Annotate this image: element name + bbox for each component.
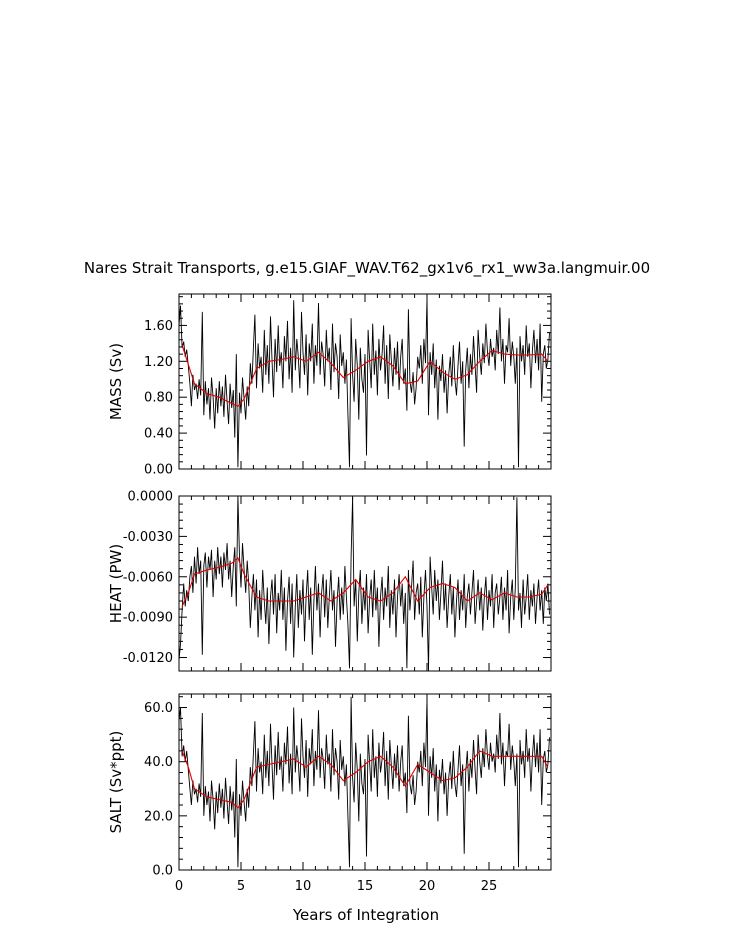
- x-tick-labels: 0 5 10 15 20 25: [175, 879, 497, 894]
- x-tick-label: 20: [419, 879, 436, 894]
- y-axis-title-mass: MASS (Sv): [107, 343, 125, 420]
- y-axis-title-heat: HEAT (PW): [107, 544, 125, 623]
- monthly-series-line-heat: [179, 496, 550, 671]
- y-tick-label: 0.00: [144, 463, 173, 478]
- y-tick-label: 60.0: [144, 701, 173, 716]
- panel-mass: 0.00 0.40 0.80 1.20 1.60 MASS (Sv): [107, 293, 552, 478]
- x-axis-title: Years of Integration: [292, 906, 439, 924]
- y-tick-label: 1.60: [144, 319, 173, 334]
- monthly-series-line-mass: [179, 298, 550, 468]
- x-tick-label: 0: [175, 879, 183, 894]
- y-tick-label: -0.0090: [123, 611, 173, 626]
- plot-frame: [178, 495, 552, 672]
- chart-title: Nares Strait Transports, g.e15.GIAF_WAV.…: [84, 259, 650, 278]
- y-tick-label: 40.0: [144, 755, 173, 770]
- panel-heat: -0.0120 -0.0090 -0.0060 -0.0030 0.0000 HEAT (…: [107, 490, 552, 672]
- panel-salt: 0.0 20.0 40.0 60.0 SALT (Sv*ppt): [107, 693, 552, 879]
- x-tick-label: 10: [295, 879, 312, 894]
- smoothed-series-line-mass: [181, 345, 549, 407]
- y-tick-label: 20.0: [144, 809, 173, 824]
- y-axis-title-salt: SALT (Sv*ppt): [107, 731, 125, 834]
- y-tick-label: 0.0: [152, 864, 173, 879]
- y-tick-label: 0.40: [144, 427, 173, 442]
- monthly-series-line-salt: [179, 696, 550, 868]
- y-tick-label: 0.0000: [128, 490, 174, 505]
- x-tick-label: 5: [237, 879, 245, 894]
- smoothed-series-line-salt: [181, 750, 549, 809]
- y-tick-label: -0.0120: [123, 651, 173, 666]
- x-tick-label: 25: [481, 879, 498, 894]
- y-tick-label: -0.0030: [123, 530, 173, 545]
- y-tick-label: 1.20: [144, 355, 173, 370]
- x-tick-label: 15: [357, 879, 374, 894]
- y-tick-label: 0.80: [144, 391, 173, 406]
- smoothed-series-line-heat: [181, 556, 549, 607]
- y-tick-label: -0.0060: [123, 570, 173, 585]
